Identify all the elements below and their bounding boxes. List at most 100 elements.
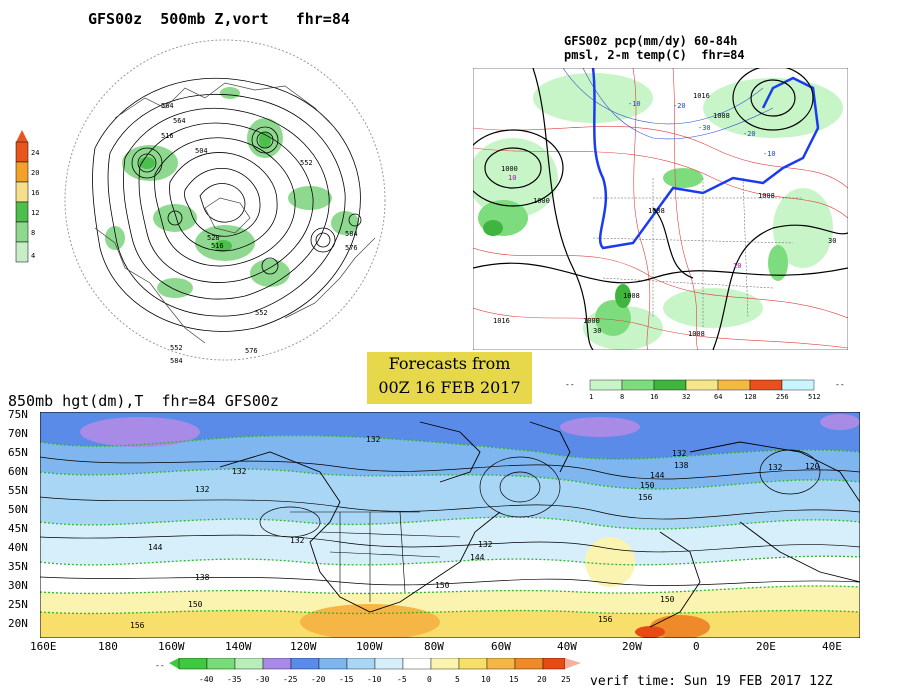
lat-label: 40N xyxy=(8,541,28,554)
temp-colorbar-label: -15 xyxy=(339,675,354,684)
colorbar-label: 20 xyxy=(31,169,39,177)
temp-label: -20 xyxy=(743,130,756,138)
pmsl-label: 1000 xyxy=(583,317,600,325)
hgt-label: 138 xyxy=(674,461,689,470)
colorbar-label: 4 xyxy=(31,252,35,260)
forecast-line2: 00Z 16 FEB 2017 xyxy=(378,378,521,397)
temp-label: 10 xyxy=(508,174,516,182)
temp-colorbar-label: -35 xyxy=(227,675,242,684)
lon-label: 140W xyxy=(225,640,252,653)
hgt-label: 120 xyxy=(805,462,820,471)
vorticity-colorbar: 24 20 16 12 8 4 xyxy=(15,130,39,263)
lon-label: 60W xyxy=(491,640,511,653)
temp-label: -10 xyxy=(763,150,776,158)
lon-label: 160W xyxy=(158,640,185,653)
pmsl-label: 1008 xyxy=(758,192,775,200)
contour-label: 584 xyxy=(345,230,358,238)
contour-label: 516 xyxy=(161,132,174,140)
hgt-label: 156 xyxy=(130,621,145,630)
polar-map-title: GFS00z 500mb Z,vort fhr=84 xyxy=(88,10,350,28)
temperature-contours xyxy=(40,435,860,615)
lat-label: 30N xyxy=(8,579,28,592)
contour-label: 528 xyxy=(207,234,220,242)
pmsl-label: 1016 xyxy=(493,317,510,325)
hgt-label: 132 xyxy=(366,435,381,444)
temp-label: -30 xyxy=(698,124,711,132)
850mb-hgt-temp-map: 132 132 132 144 132 138 150 156 132 144 … xyxy=(40,412,860,638)
hgt-label: 150 xyxy=(660,595,675,604)
svg-text:--: -- xyxy=(565,380,575,389)
temp-colorbar-label: -20 xyxy=(311,675,326,684)
lat-label: 45N xyxy=(8,522,28,535)
contour-label: 564 xyxy=(161,102,174,110)
lon-label: 20E xyxy=(756,640,776,653)
precip-label: 16 xyxy=(650,393,658,401)
height-contours xyxy=(92,77,362,332)
pmsl-label: 1016 xyxy=(693,92,710,100)
hgt-label: 144 xyxy=(650,471,665,480)
hgt-label: 150 xyxy=(435,581,450,590)
temp-label: 30 xyxy=(593,327,601,335)
colorbar-label: 16 xyxy=(31,189,39,197)
hgt-label: 132 xyxy=(232,467,247,476)
lon-label: 120W xyxy=(290,640,317,653)
hgt-label: 150 xyxy=(640,481,655,490)
conus-map-title-line2: pmsl, 2-m temp(C) fhr=84 xyxy=(564,48,745,62)
verification-time: verif time: Sun 19 FEB 2017 12Z xyxy=(590,674,833,689)
hgt-label: 132 xyxy=(672,449,687,458)
lat-label: 65N xyxy=(8,446,28,459)
conus-map-title-line1: GFS00z pcp(mm/dy) 60-84h xyxy=(564,34,738,48)
hgt-label: 138 xyxy=(195,573,210,582)
lon-label: 160E xyxy=(30,640,57,653)
850mb-map-title: 850mb hgt(dm),T fhr=84 GFS00z xyxy=(8,392,279,410)
lat-label: 55N xyxy=(8,484,28,497)
pmsl-label: 1008 xyxy=(688,330,705,338)
precip-colorbar: -- -- 1 8 16 32 64 128 256 512 xyxy=(565,379,845,401)
temp-colorbar-label: -40 xyxy=(199,675,214,684)
lon-label: 40W xyxy=(557,640,577,653)
lat-label: 75N xyxy=(8,408,28,421)
lon-label: 80W xyxy=(424,640,444,653)
contour-label: 552 xyxy=(170,344,183,352)
precip-label: 128 xyxy=(744,393,757,401)
temp-colorbar-label: 20 xyxy=(537,675,547,684)
temperature-colorbar: -- -40 -35 -30 -25 -20 -15 -10 -5 0 5 10… xyxy=(155,658,581,684)
lat-label: 60N xyxy=(8,465,28,478)
temp-colorbar-label: 15 xyxy=(509,675,519,684)
hgt-label: 132 xyxy=(768,463,783,472)
temp-label: -20 xyxy=(673,102,686,110)
contour-label: 552 xyxy=(255,309,268,317)
temperature-shading xyxy=(40,412,860,638)
precip-label: 256 xyxy=(776,393,789,401)
pmsl-label: 1000 xyxy=(501,165,518,173)
colorbar-label: 8 xyxy=(31,229,35,237)
colorbar-label: 12 xyxy=(31,209,39,217)
hgt-label: 150 xyxy=(188,600,203,609)
hgt-label: 144 xyxy=(148,543,163,552)
hgt-label: 132 xyxy=(478,540,493,549)
hgt-label: 156 xyxy=(638,493,653,502)
contour-label: 576 xyxy=(345,244,358,252)
precip-label: 512 xyxy=(808,393,821,401)
temp-colorbar-label: 5 xyxy=(455,675,460,684)
contour-label: 584 xyxy=(170,357,183,365)
vorticity-shading xyxy=(105,87,359,298)
coastlines xyxy=(94,82,376,344)
contour-label: 576 xyxy=(245,347,258,355)
pmsl-label: 1008 xyxy=(713,112,730,120)
lat-label: 35N xyxy=(8,560,28,573)
temp-colorbar-label: -25 xyxy=(283,675,298,684)
svg-text:--: -- xyxy=(835,380,845,389)
polar-500mb-map: 564 516 504 552 564 576 528 584 516 552 … xyxy=(64,39,386,365)
isobars xyxy=(473,68,848,350)
lon-label: 180 xyxy=(98,640,118,653)
lon-label: 20W xyxy=(622,640,642,653)
lat-label: 70N xyxy=(8,427,28,440)
freezing-line xyxy=(591,68,820,250)
lon-label: 0 xyxy=(693,640,700,653)
temp-colorbar-label: -10 xyxy=(367,675,382,684)
precip-label: 32 xyxy=(682,393,690,401)
contour-label: 504 xyxy=(195,147,208,155)
pmsl-label: 1008 xyxy=(648,207,665,215)
lat-label: 20N xyxy=(8,617,28,630)
